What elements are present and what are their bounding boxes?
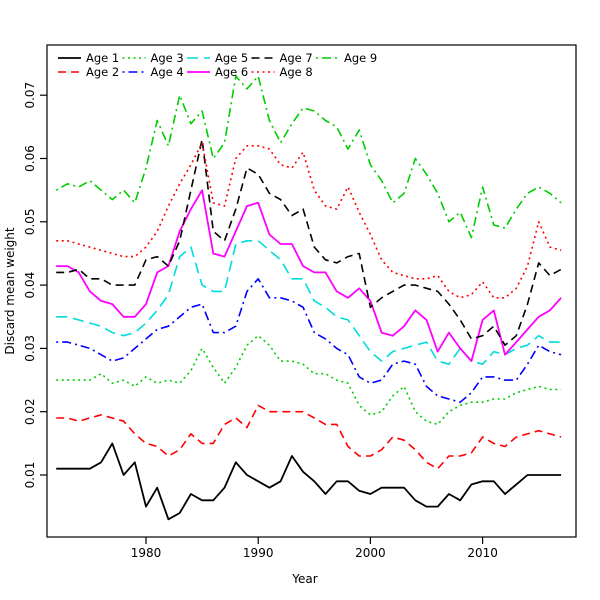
series-line-age-5 bbox=[56, 240, 562, 366]
legend-item-age-9: Age 9 bbox=[316, 51, 377, 65]
legend-label: Age 4 bbox=[151, 65, 184, 79]
legend-item-age-7: Age 7 bbox=[251, 51, 313, 65]
legend-label: Age 7 bbox=[280, 51, 313, 65]
axis-ticks: 1980 1990 2000 2010 0.01 0.02 0.03 0.04 0.05 0.06… bbox=[23, 82, 498, 560]
legend-label: Age 1 bbox=[86, 51, 119, 65]
legend-item-age-6: Age 6 bbox=[187, 65, 248, 79]
y-axis-tick-label: 0.03 bbox=[23, 335, 37, 362]
x-axis-tick-label: 1990 bbox=[243, 546, 274, 560]
legend-label: Age 6 bbox=[215, 65, 248, 79]
y-axis-tick-label: 0.02 bbox=[23, 398, 37, 425]
series-line-age-6 bbox=[56, 189, 562, 363]
series-line-age-8 bbox=[56, 141, 562, 299]
legend-label: Age 8 bbox=[280, 65, 313, 79]
series-line-age-4 bbox=[56, 277, 562, 404]
legend-label: Age 5 bbox=[215, 51, 248, 65]
x-axis-tick-label: 2010 bbox=[467, 546, 498, 560]
series-line-age-1 bbox=[56, 442, 562, 521]
legend-item-age-4: Age 4 bbox=[122, 65, 184, 79]
legend-label: Age 2 bbox=[86, 65, 119, 79]
legend-item-age-8: Age 8 bbox=[251, 65, 313, 79]
y-axis-tick-label: 0.05 bbox=[23, 208, 37, 235]
series-lines bbox=[55, 75, 562, 521]
legend-item-age-5: Age 5 bbox=[187, 51, 248, 65]
series-line-age-3 bbox=[56, 334, 562, 426]
y-axis-tick-label: 0.07 bbox=[23, 82, 37, 109]
legend-item-age-2: Age 2 bbox=[58, 65, 119, 79]
legend-label: Age 3 bbox=[151, 51, 184, 65]
series-line-age-2 bbox=[56, 404, 562, 470]
series-line-age-7 bbox=[56, 138, 562, 347]
x-axis-tick-label: 2000 bbox=[355, 546, 386, 560]
legend-item-age-3: Age 3 bbox=[122, 51, 184, 65]
legend-item-age-1: Age 1 bbox=[58, 51, 119, 65]
x-axis-label: Year bbox=[291, 572, 317, 586]
plot-area-border bbox=[46, 44, 577, 538]
y-axis-label: Discard mean weight bbox=[3, 227, 17, 355]
legend-label: Age 9 bbox=[344, 51, 377, 65]
y-axis-tick-label: 0.04 bbox=[23, 272, 37, 299]
series-line-age-9 bbox=[55, 75, 562, 239]
y-axis-tick-label: 0.06 bbox=[23, 145, 37, 172]
y-axis-tick-label: 0.01 bbox=[23, 462, 37, 489]
x-axis-tick-label: 1980 bbox=[131, 546, 162, 560]
